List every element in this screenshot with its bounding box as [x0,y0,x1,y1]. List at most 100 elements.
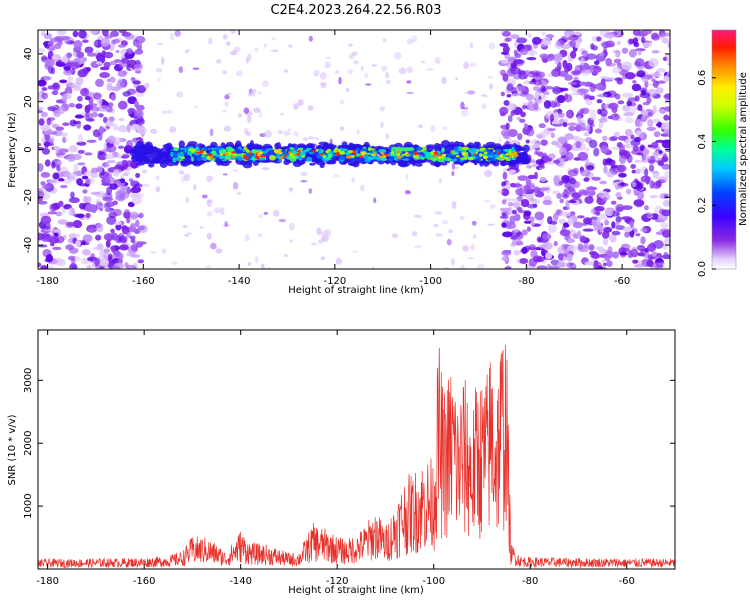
noise-blob [569,50,577,59]
sparse-blob [184,49,189,54]
noise-blob [630,134,635,140]
noise-blob [518,84,526,93]
noise-blob [657,80,665,84]
noise-blob [629,219,634,228]
sparse-blob [156,175,160,180]
noise-blob [594,128,602,134]
noise-blob [134,64,142,69]
noise-blob [567,169,579,177]
sparse-blob [186,232,192,235]
signal-core-blob [188,148,195,152]
noise-blob [644,80,649,88]
signal-blob [430,161,440,166]
noise-blob [65,40,71,45]
noise-blob [85,178,91,185]
sparse-blob [169,33,175,41]
noise-blob [90,167,99,175]
noise-blob [524,69,530,77]
noise-blob [635,48,646,52]
noise-blob [578,88,590,94]
noise-blob [118,117,125,122]
noise-blob [510,110,515,117]
sparse-blob [206,200,210,204]
noise-blob [534,71,540,77]
noise-blob [125,264,137,269]
noise-blob [526,56,537,61]
noise-blob [559,118,565,124]
noise-blob [560,211,572,217]
noise-blob [512,201,521,209]
sparse-blob [438,178,443,184]
signal-core-blob [203,157,207,162]
sparse-blob [482,95,489,98]
signal-blob [146,151,156,155]
noise-blob [38,191,45,198]
sparse-blob [272,209,280,217]
noise-blob [566,110,572,118]
noise-blob [564,180,572,190]
sparse-blob [435,233,443,237]
noise-blob [138,212,144,219]
sparse-blob [345,87,350,93]
sparse-blob [347,68,354,75]
noise-blob [612,66,621,74]
noise-blob [107,135,116,144]
noise-blob [129,188,138,194]
noise-blob [115,223,122,231]
signal-peak-blob [223,152,229,156]
spectrogram-x-tick-label: -160 [132,276,155,287]
noise-blob [130,123,140,131]
sparse-blob [174,30,181,37]
signal-core-blob [487,155,494,158]
signal-core-blob [349,158,355,162]
sparse-blob [193,184,197,191]
signal-peak-blob [336,149,339,153]
noise-blob [507,202,514,207]
noise-blob [595,246,604,251]
signal-core-blob [236,153,242,157]
sparse-blob [313,69,320,76]
noise-blob [38,142,42,147]
noise-blob [59,79,68,84]
noise-blob [640,249,647,253]
snr-y-tick-label: 2000 [23,430,34,455]
noise-blob [73,163,79,172]
noise-blob [615,49,621,58]
noise-blob [509,215,516,225]
noise-blob [556,261,566,268]
noise-blob [105,144,117,153]
noise-blob [662,242,669,250]
noise-blob [123,173,129,177]
signal-peak-blob [450,149,454,154]
signal-blob [500,162,507,166]
noise-blob [130,243,139,252]
sparse-blob [223,125,232,132]
signal-peak-blob [202,150,207,155]
signal-core-blob [281,152,289,156]
noise-blob [101,105,108,110]
sparse-blob [320,256,325,261]
signal-core-blob [227,148,235,152]
noise-blob [605,157,613,164]
noise-blob [53,129,64,137]
noise-blob [568,125,576,132]
noise-blob [134,219,140,228]
noise-blob [61,132,68,138]
noise-blob [108,253,113,260]
noise-blob [655,231,664,236]
signal-blob [415,162,423,167]
noise-blob [526,50,538,56]
noise-blob [69,172,78,181]
noise-blob [501,181,506,187]
signal-blob [276,142,282,150]
noise-blob [75,77,84,86]
sparse-blob [237,112,242,119]
noise-blob [52,172,60,180]
noise-blob [499,207,511,212]
sparse-blob [364,72,369,78]
signal-core-blob [174,157,183,161]
noise-blob [633,187,639,196]
noise-blob [659,228,670,233]
noise-blob [584,196,594,204]
noise-blob [129,222,136,232]
